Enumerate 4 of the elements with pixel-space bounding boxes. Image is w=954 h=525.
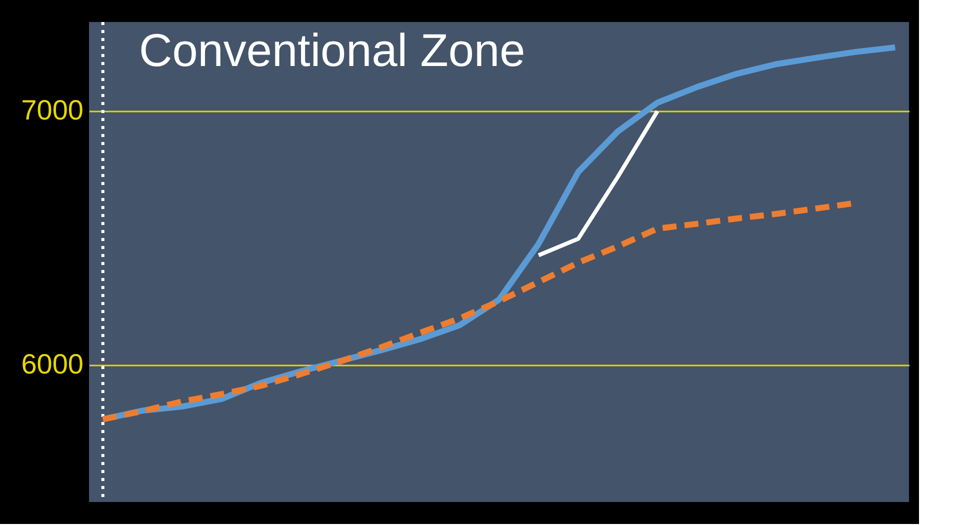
y-tick-label: 6000 [21,348,84,380]
line-series [536,109,660,258]
y-tick-label: 7000 [21,94,84,126]
chart-title: Conventional Zone [139,24,526,76]
